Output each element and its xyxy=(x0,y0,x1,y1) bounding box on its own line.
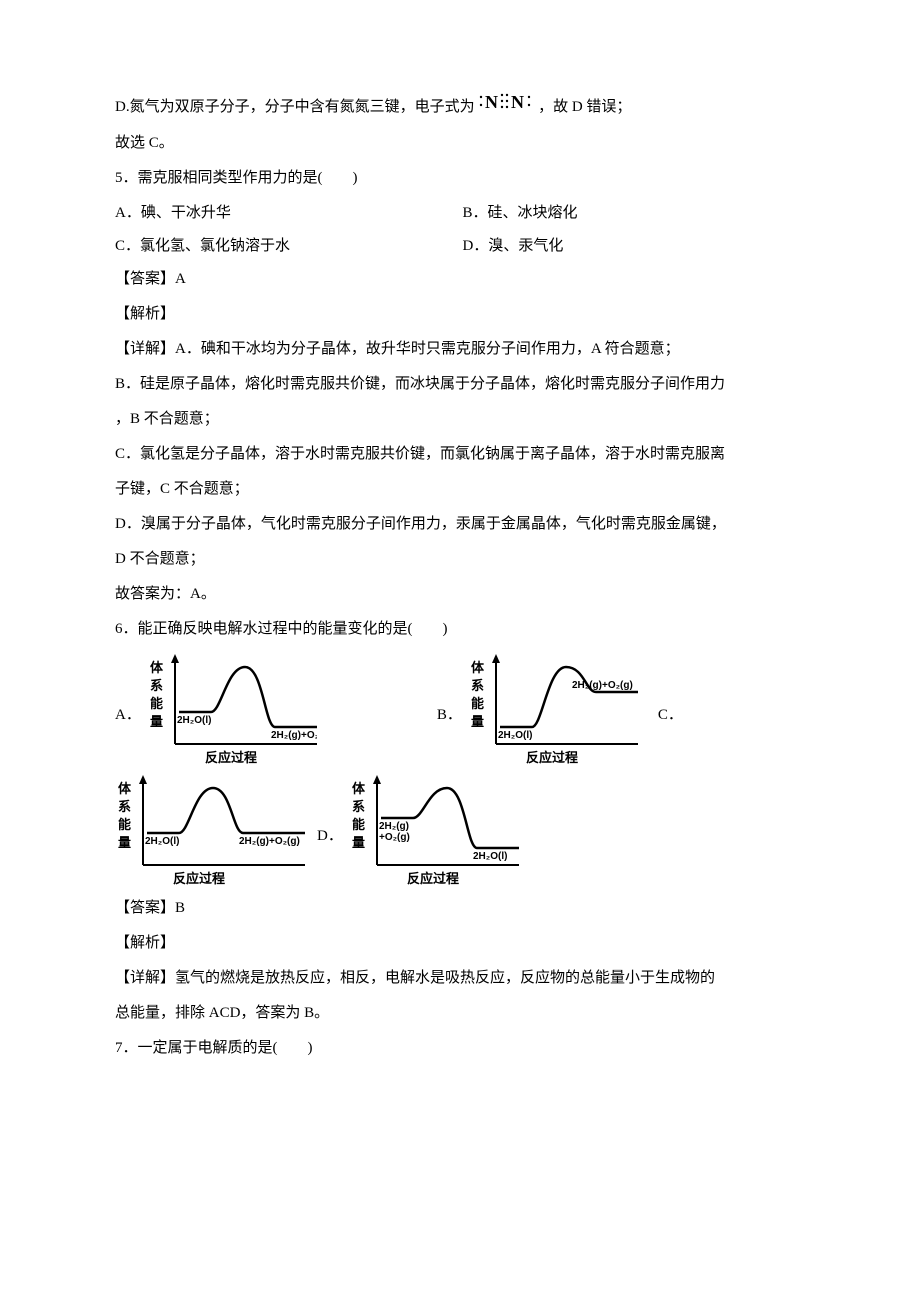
q5-options-row2: C．氯化氢、氯化钠溶于水 D．溴、汞气化 xyxy=(115,230,810,263)
svg-text:2H₂O(l): 2H₂O(l) xyxy=(145,836,179,847)
svg-text:能: 能 xyxy=(352,817,365,832)
q5-opt-a: A．碘、干冰升华 xyxy=(115,197,463,230)
q5-conclusion: 故答案为：A。 xyxy=(115,578,810,611)
q6-diagram-b: 体系能量 2H₂O(l) 2H₂(g)+O₂(g) 反应过程 xyxy=(468,652,638,767)
q6-answer: 【答案】B xyxy=(115,892,810,925)
svg-text:能: 能 xyxy=(471,696,484,711)
q7-stem: 7．一定属于电解质的是( ) xyxy=(115,1032,810,1065)
q6-row1: A． 体系能量2H₂O(l)2H₂(g)+O₂(g)反应过程 B． 体系能量2H… xyxy=(115,652,810,767)
svg-text:+O₂(g): +O₂(g) xyxy=(379,832,410,843)
svg-text:N: N xyxy=(485,92,498,112)
q6-label-c: C． xyxy=(638,699,689,767)
svg-text:量: 量 xyxy=(471,714,484,729)
q5-det-c2: 子键，C 不合题意； xyxy=(115,473,810,506)
q5-det-d2: D 不合题意； xyxy=(115,543,810,576)
q6-diagram-d: 体系能量 2H₂(g)+O₂(g) 2H₂O(l) 反应过程 xyxy=(349,773,519,888)
q4-opt-d-tail: ，故 D 错误； xyxy=(538,99,631,115)
svg-text:量: 量 xyxy=(352,835,365,850)
svg-text:2H₂O(l): 2H₂O(l) xyxy=(177,715,211,726)
q6-exp-label: 【解析】 xyxy=(115,927,810,960)
q6-diagram-c: 体系能量 2H₂O(l) 2H₂(g)+O₂(g) 反应过程 xyxy=(115,773,305,888)
q5-det-c1: C．氯化氢是分子晶体，溶于水时需克服共价键，而氯化钠属于离子晶体，溶于水时需克服… xyxy=(115,438,810,471)
q5-answer: 【答案】A xyxy=(115,263,810,296)
q6-stem: 6．能正确反映电解水过程中的能量变化的是( ) xyxy=(115,613,810,646)
svg-text:体: 体 xyxy=(150,660,164,675)
svg-text:体: 体 xyxy=(352,781,366,796)
svg-text:量: 量 xyxy=(118,835,131,850)
n2-lewis-formula: N N xyxy=(478,90,534,125)
svg-text:体: 体 xyxy=(471,660,485,675)
q6-label-b: B． xyxy=(437,699,468,767)
q5-det-b1: B．硅是原子晶体，熔化时需克服共价键，而冰块属于分子晶体，熔化时需克服分子间作用… xyxy=(115,368,810,401)
q4-conclusion: 故选 C。 xyxy=(115,127,810,160)
svg-text:系: 系 xyxy=(118,799,131,814)
q6-diagram-a: 体系能量 2H₂O(l) 2H₂(g)+O₂(g) 反应过程 xyxy=(147,652,317,767)
svg-text:能: 能 xyxy=(150,696,163,711)
svg-text:2H₂(g)+O₂(g): 2H₂(g)+O₂(g) xyxy=(239,836,300,847)
svg-text:2H₂(g)+O₂(g): 2H₂(g)+O₂(g) xyxy=(572,680,633,691)
svg-text:量: 量 xyxy=(150,714,163,729)
svg-text:系: 系 xyxy=(352,799,365,814)
svg-text:反应过程: 反应过程 xyxy=(205,750,257,765)
svg-text:反应过程: 反应过程 xyxy=(407,871,459,886)
svg-text:2H₂O(l): 2H₂O(l) xyxy=(473,851,507,862)
svg-text:反应过程: 反应过程 xyxy=(526,750,578,765)
q6-label-a: A． xyxy=(115,699,147,767)
q6-det2: 总能量，排除 ACD，答案为 B。 xyxy=(115,997,810,1030)
page: D.氮气为双原子分子，分子中含有氮氮三键，电子式为 N N ，故 D 错误； 故… xyxy=(0,0,920,1302)
svg-text:2H₂(g): 2H₂(g) xyxy=(379,821,409,832)
svg-text:反应过程: 反应过程 xyxy=(173,871,225,886)
q5-options-row1: A．碘、干冰升华 B．硅、冰块熔化 xyxy=(115,197,810,230)
q4-opt-d-text: D.氮气为双原子分子，分子中含有氮氮三键，电子式为 xyxy=(115,99,475,115)
svg-text:能: 能 xyxy=(118,817,131,832)
q5-opt-d: D．溴、汞气化 xyxy=(463,230,811,263)
svg-text:系: 系 xyxy=(150,678,163,693)
q5-det-d1: D．溴属于分子晶体，气化时需克服分子间作用力，汞属于金属晶体，气化时需克服金属键… xyxy=(115,508,810,541)
q5-stem: 5．需克服相同类型作用力的是( ) xyxy=(115,162,810,195)
svg-text:系: 系 xyxy=(471,678,484,693)
svg-text:2H₂(g)+O₂(g): 2H₂(g)+O₂(g) xyxy=(271,730,317,741)
svg-text:N: N xyxy=(511,92,524,112)
q4-opt-d: D.氮气为双原子分子，分子中含有氮氮三键，电子式为 N N ，故 D 错误； xyxy=(115,90,810,125)
svg-text:2H₂O(l): 2H₂O(l) xyxy=(498,730,532,741)
q5-opt-b: B．硅、冰块熔化 xyxy=(463,197,811,230)
q5-exp-label: 【解析】 xyxy=(115,298,810,331)
q6-det1: 【详解】氢气的燃烧是放热反应，相反，电解水是吸热反应，反应物的总能量小于生成物的 xyxy=(115,962,810,995)
q5-det-b2: ，B 不合题意； xyxy=(115,403,810,436)
q6-label-d: D． xyxy=(305,820,349,888)
q6-row2: 体系能量2H₂O(l)2H₂(g)+O₂(g)反应过程 D． 体系能量2H₂(g… xyxy=(115,773,810,888)
q5-opt-c: C．氯化氢、氯化钠溶于水 xyxy=(115,230,463,263)
svg-text:体: 体 xyxy=(118,781,132,796)
q5-det-a: 【详解】A．碘和干冰均为分子晶体，故升华时只需克服分子间作用力，A 符合题意； xyxy=(115,333,810,366)
